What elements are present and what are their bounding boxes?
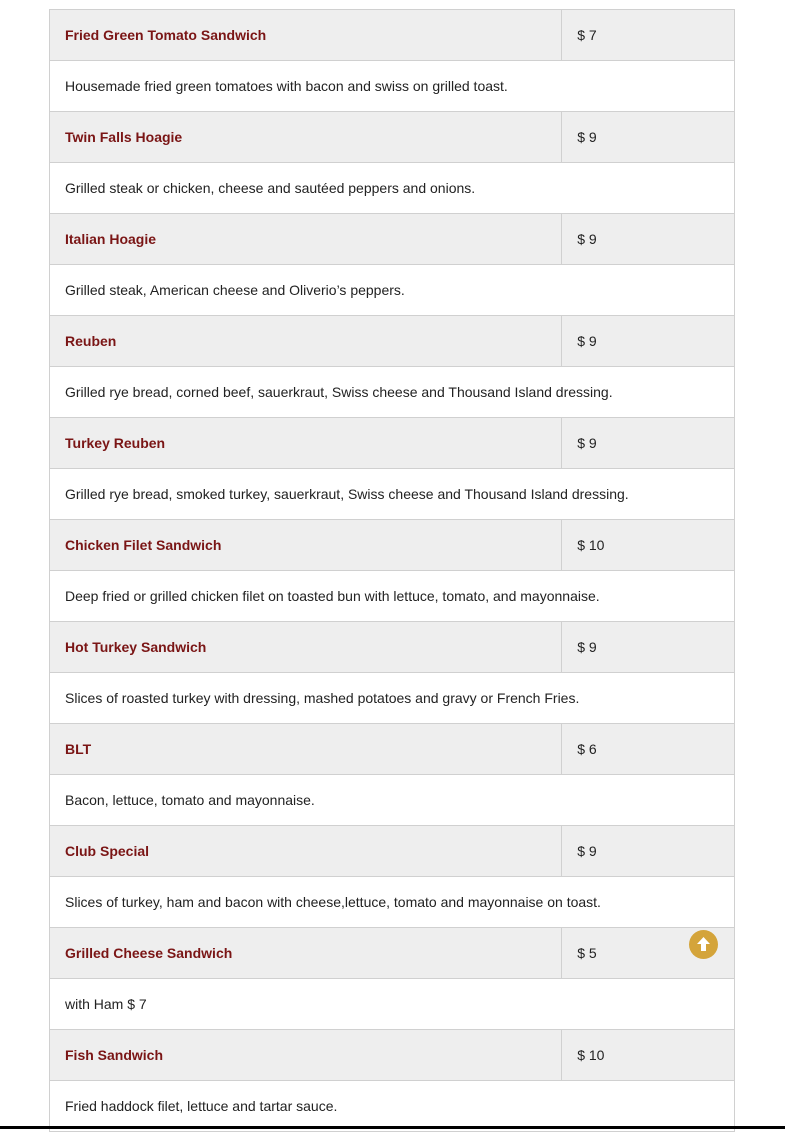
menu-item-description-row: Slices of roasted turkey with dressing, … [49,672,735,724]
item-name: Fish Sandwich [48,1029,563,1081]
menu-item-description-row: Fried haddock filet, lettuce and tartar … [49,1080,735,1132]
item-name: Reuben [48,315,563,367]
arrow-up-icon [697,937,710,951]
item-name: Hot Turkey Sandwich [48,621,563,673]
item-name: Club Special [48,825,563,877]
item-description: Grilled steak or chicken, cheese and sau… [49,162,735,214]
menu-item-row: Twin Falls Hoagie $ 9 [48,111,735,163]
item-description: Bacon, lettuce, tomato and mayonnaise. [49,774,735,826]
item-price: $ 6 [561,723,735,775]
menu-item-row: Fried Green Tomato Sandwich $ 7 [48,9,735,61]
item-description: Deep fried or grilled chicken filet on t… [49,570,735,622]
item-price: $ 10 [561,1029,735,1081]
item-name: BLT [48,723,563,775]
menu-item-description-row: Grilled steak, American cheese and Olive… [49,264,735,316]
menu-item-description-row: Bacon, lettuce, tomato and mayonnaise. [49,774,735,826]
menu-item-description-row: Deep fried or grilled chicken filet on t… [49,570,735,622]
item-name: Turkey Reuben [48,417,563,469]
menu-item-description-row: Grilled steak or chicken, cheese and sau… [49,162,735,214]
item-description: Fried haddock filet, lettuce and tartar … [49,1080,735,1132]
item-name: Twin Falls Hoagie [48,111,563,163]
menu-item-row: Chicken Filet Sandwich $ 10 [48,519,735,571]
menu-item-description-row: Grilled rye bread, corned beef, sauerkra… [49,366,735,418]
item-name: Chicken Filet Sandwich [48,519,563,571]
item-price: $ 10 [561,519,735,571]
item-description: Grilled rye bread, smoked turkey, sauerk… [49,468,735,520]
item-price: $ 7 [561,9,735,61]
menu-item-description-row: Housemade fried green tomatoes with baco… [49,60,735,112]
scroll-to-top-button[interactable] [689,930,718,959]
menu-item-description-row: Grilled rye bread, smoked turkey, sauerk… [49,468,735,520]
item-name: Italian Hoagie [48,213,563,265]
item-price: $ 9 [561,825,735,877]
item-name: Grilled Cheese Sandwich [48,927,563,979]
item-description: Grilled steak, American cheese and Olive… [49,264,735,316]
item-price: $ 9 [561,417,735,469]
item-description: Housemade fried green tomatoes with baco… [49,60,735,112]
menu-item-row: Grilled Cheese Sandwich $ 5 [48,927,735,979]
item-description: with Ham $ 7 [49,978,735,1030]
item-description: Grilled rye bread, corned beef, sauerkra… [49,366,735,418]
menu-item-row: BLT $ 6 [48,723,735,775]
bottom-edge [0,1126,785,1129]
menu-item-description-row: Slices of turkey, ham and bacon with che… [49,876,735,928]
menu-item-row: Italian Hoagie $ 9 [48,213,735,265]
item-price: $ 9 [561,315,735,367]
menu-item-row: Hot Turkey Sandwich $ 9 [48,621,735,673]
menu-item-description-row: with Ham $ 7 [49,978,735,1030]
menu-item-row: Club Special $ 9 [48,825,735,877]
item-name: Fried Green Tomato Sandwich [48,9,563,61]
item-description: Slices of roasted turkey with dressing, … [49,672,735,724]
menu-table: Fried Green Tomato Sandwich $ 7 Housemade … [48,9,735,1132]
menu-item-row: Reuben $ 9 [48,315,735,367]
item-description: Slices of turkey, ham and bacon with che… [49,876,735,928]
item-price: $ 9 [561,213,735,265]
menu-item-row: Fish Sandwich $ 10 [48,1029,735,1081]
menu-item-row: Turkey Reuben $ 9 [48,417,735,469]
item-price: $ 9 [561,111,735,163]
item-price: $ 9 [561,621,735,673]
